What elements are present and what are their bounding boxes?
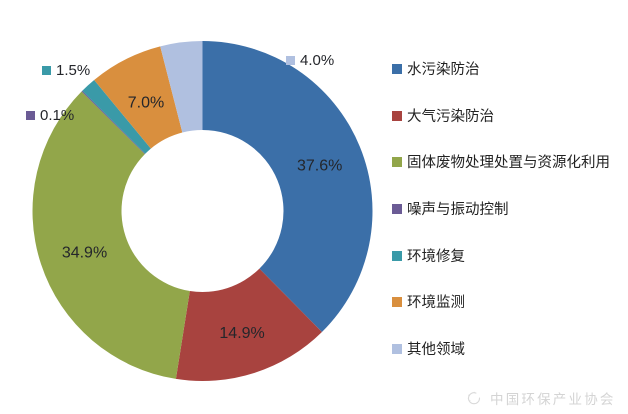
- svg-text:14.9%: 14.9%: [219, 325, 264, 342]
- svg-text:7.0%: 7.0%: [128, 95, 164, 112]
- svg-text:1.5%: 1.5%: [56, 62, 90, 79]
- svg-text:34.9%: 34.9%: [62, 245, 107, 262]
- svg-text:0.1%: 0.1%: [40, 107, 74, 124]
- svg-text:4.0%: 4.0%: [300, 52, 334, 69]
- svg-text:37.6%: 37.6%: [297, 158, 342, 175]
